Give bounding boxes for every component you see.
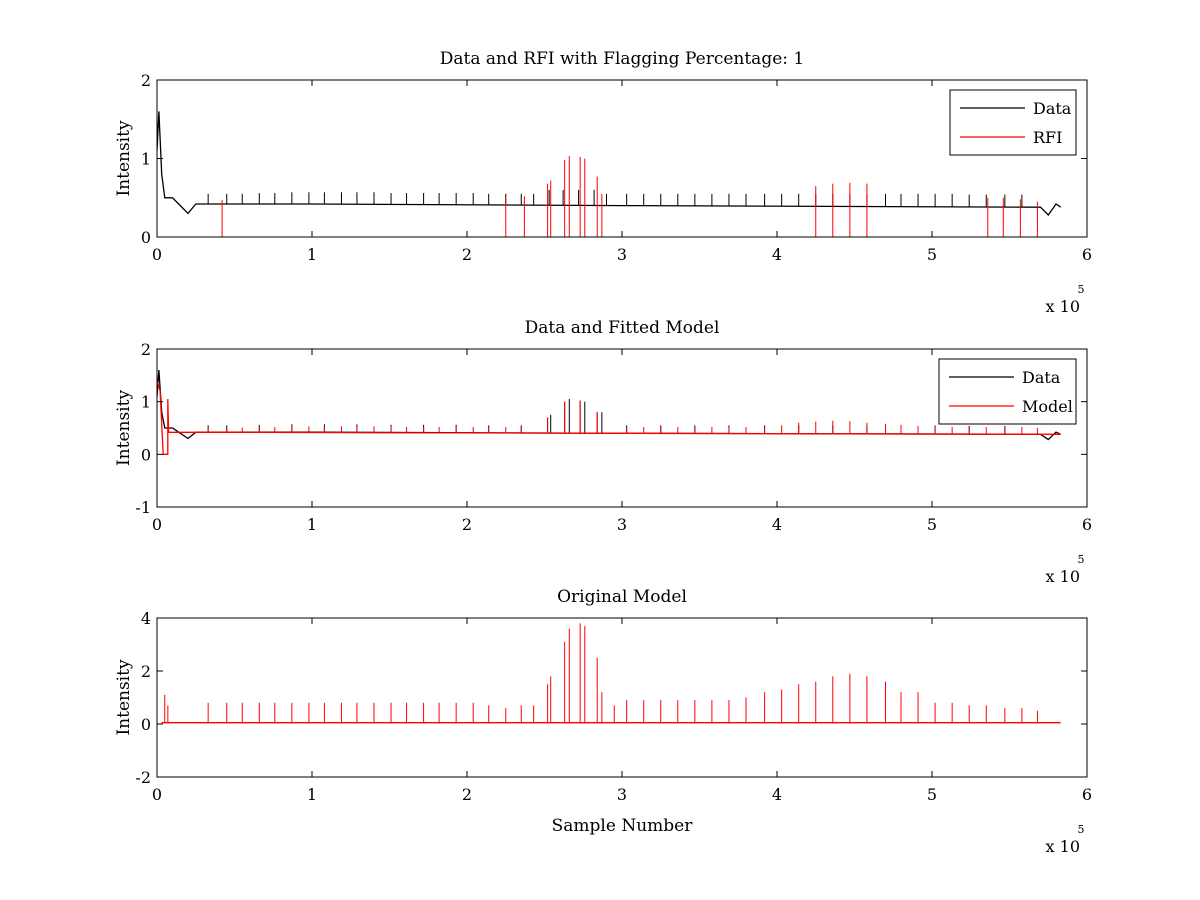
y-axis-label: Intensity: [114, 390, 134, 466]
plot-lines: [161, 623, 1061, 724]
x-axis-label: Sample Number: [552, 816, 694, 836]
y-tick-label: 1: [141, 150, 151, 169]
legend-label-data: Data: [1033, 99, 1072, 118]
legend-box: [949, 89, 1077, 156]
legend: Data RFI: [949, 89, 1077, 156]
x-tick-label: 3: [617, 785, 627, 804]
chart-title: Data and RFI with Flagging Percentage: 1: [440, 49, 804, 69]
chart-title: Original Model: [557, 587, 687, 607]
x-exponent-power: 5: [1078, 553, 1085, 566]
x-exponent-power: 5: [1078, 823, 1085, 836]
y-tick-label: -2: [135, 768, 151, 787]
y-tick-label: 0: [141, 715, 151, 734]
y-tick-label: -1: [135, 498, 151, 517]
x-tick-label: 2: [462, 245, 472, 264]
x-exponent-power: 5: [1078, 283, 1085, 296]
y-axis-label: Intensity: [114, 659, 134, 735]
model-series: [161, 623, 1061, 724]
x-tick-label: 6: [1082, 515, 1092, 534]
y-tick-label: 0: [141, 228, 151, 247]
x-tick-label: 3: [617, 515, 627, 534]
plot-area: [157, 618, 1087, 777]
x-exponent-base: x 10: [1046, 837, 1080, 856]
x-tick-label: 1: [307, 785, 317, 804]
rfi-series: [221, 156, 1038, 237]
y-tick-label: 4: [141, 609, 151, 628]
x-tick-label: 5: [927, 515, 937, 534]
x-tick-label: 5: [927, 245, 937, 264]
x-tick-label: 1: [307, 245, 317, 264]
x-tick-label: 2: [462, 515, 472, 534]
x-tick-label: 2: [462, 785, 472, 804]
x-tick-label: 4: [772, 515, 782, 534]
legend: Data Model: [938, 358, 1077, 425]
x-tick-label: 6: [1082, 245, 1092, 264]
data-baseline: [157, 370, 1061, 441]
x-tick-label: 4: [772, 785, 782, 804]
legend-label-data: Data: [1022, 368, 1061, 387]
plot-lines: [157, 111, 1062, 237]
x-tick-label: 6: [1082, 785, 1092, 804]
chart-title: Data and Fitted Model: [525, 318, 720, 338]
y-tick-label: 2: [141, 340, 151, 359]
legend-label-rfi: RFI: [1033, 128, 1062, 147]
x-exponent-base: x 10: [1046, 567, 1080, 586]
y-tick-label: 2: [141, 71, 151, 90]
x-tick-label: 0: [152, 515, 162, 534]
data-baseline: [157, 111, 1062, 217]
x-tick-label: 0: [152, 785, 162, 804]
legend-label-model: Model: [1022, 397, 1073, 416]
legend-box: [938, 358, 1077, 425]
x-tick-label: 0: [152, 245, 162, 264]
y-tick-label: 0: [141, 445, 151, 464]
x-tick-label: 5: [927, 785, 937, 804]
x-tick-label: 3: [617, 245, 627, 264]
plot-area: [157, 80, 1087, 237]
y-axis-label: Intensity: [114, 120, 134, 196]
plot-area: [157, 349, 1087, 507]
x-tick-label: 1: [307, 515, 317, 534]
y-tick-label: 1: [141, 393, 151, 412]
y-tick-label: 2: [141, 662, 151, 681]
x-tick-label: 4: [772, 245, 782, 264]
x-exponent-base: x 10: [1046, 297, 1080, 316]
